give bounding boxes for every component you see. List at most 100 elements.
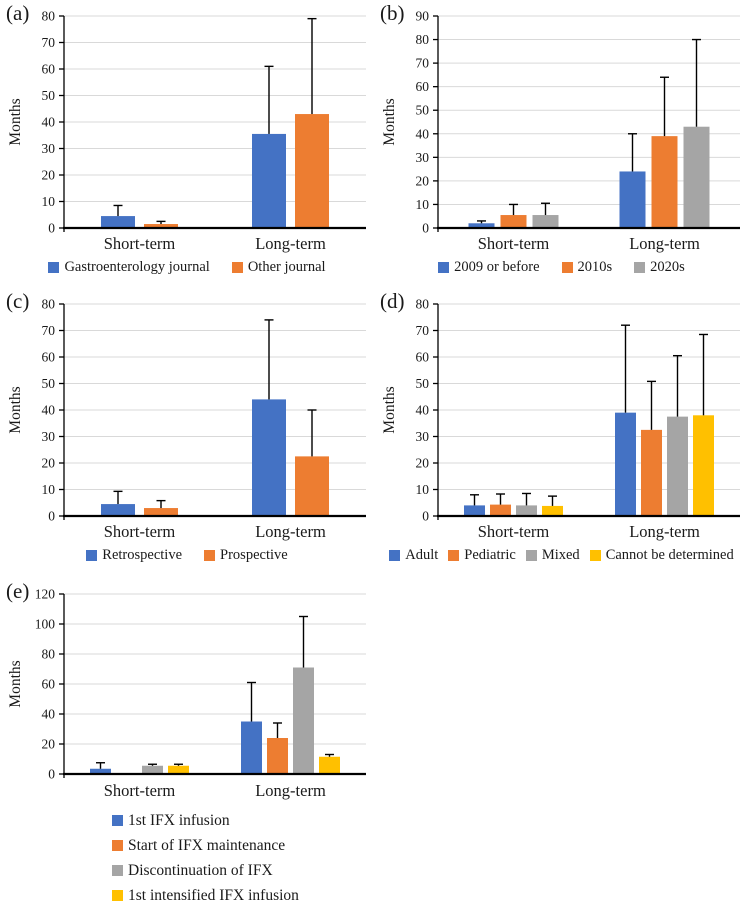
bar: [693, 415, 714, 516]
chart-svg: 0 10 20 30 40 50 60 70 80 90 Months Short-term Long-…: [381, 9, 740, 253]
y-tick-label: 40: [42, 707, 56, 722]
legend-label: Pediatric: [464, 547, 516, 563]
legend-item: Start of IFX maintenance: [112, 836, 285, 855]
x-category-label: Short-term: [104, 781, 176, 800]
legend: 1st IFX infusion Start of IFX maintenance…: [112, 811, 374, 903]
y-tick-label: 40: [416, 126, 430, 141]
x-category-label: Long-term: [255, 781, 326, 800]
y-tick-label: 60: [42, 62, 56, 77]
y-tick-label: 70: [416, 323, 430, 338]
y-tick-label: 10: [416, 197, 430, 212]
y-tick-label: 80: [42, 647, 56, 662]
legend-swatch: [389, 550, 401, 561]
legend-label: 2020s: [650, 259, 685, 275]
legend-swatch: [231, 262, 243, 273]
bar: [490, 504, 511, 516]
legend: 2009 or before 2010s 2020s: [374, 258, 749, 277]
x-category-label: Short-term: [478, 234, 550, 253]
chart-svg: 0 10 20 30 40 50 60 70 80 Months Short-term Long-te…: [7, 9, 366, 253]
legend-item: Mixed: [525, 546, 580, 565]
legend-swatch: [634, 262, 646, 273]
legend-label: Adult: [405, 547, 439, 563]
y-tick-label: 80: [42, 297, 56, 312]
y-tick-label: 60: [42, 677, 56, 692]
y-tick-label: 20: [42, 737, 56, 752]
y-tick-label: 30: [416, 150, 430, 165]
legend-label: Start of IFX maintenance: [128, 837, 286, 854]
panel-c: (c) 0 10 20 30 40 50 60 70 80 Months Short-term Lon…: [0, 288, 374, 578]
y-axis-title: Months: [7, 386, 24, 433]
legend-label: Retrospective: [102, 547, 183, 563]
y-tick-label: 20: [42, 168, 56, 183]
chart-svg: 0 10 20 30 40 50 60 70 80 Months Short-term Long-te…: [381, 297, 740, 541]
legend-item: Prospective: [204, 546, 288, 565]
legend-swatch: [525, 550, 537, 561]
y-tick-label: 10: [416, 482, 430, 497]
bar: [295, 114, 329, 228]
bar: [319, 756, 340, 774]
y-tick-label: 20: [42, 456, 56, 471]
legend-label: 2009 or before: [454, 259, 540, 275]
y-tick-label: 0: [422, 509, 429, 524]
legend-label: 1st intensified IFX infusion: [128, 887, 299, 903]
y-tick-label: 40: [42, 403, 56, 418]
y-tick-label: 50: [416, 376, 430, 391]
y-axis-title: Months: [381, 386, 398, 433]
y-tick-label: 90: [416, 9, 430, 24]
bar: [468, 223, 495, 228]
y-tick-label: 60: [416, 350, 430, 365]
bar: [241, 721, 262, 774]
y-tick-label: 0: [422, 221, 429, 236]
x-category-label: Long-term: [255, 234, 326, 253]
x-category-label: Short-term: [104, 522, 176, 541]
bar: [90, 768, 111, 774]
y-tick-label: 50: [42, 88, 56, 103]
legend-swatch: [112, 815, 123, 826]
legend-item: Gastroenterology journal: [48, 258, 210, 277]
panel-label: (e): [6, 579, 30, 603]
legend-swatch: [112, 840, 123, 851]
legend-label: 1st IFX infusion: [128, 812, 230, 829]
legend-item: 1st IFX infusion: [112, 811, 230, 830]
legend-label: Gastroenterology journal: [64, 259, 210, 275]
panel-e: (e) 0 20 40 60 80 100 120 Months Short-term Long-…: [0, 578, 374, 903]
bar: [252, 399, 286, 516]
y-tick-label: 0: [48, 221, 55, 236]
legend-swatch: [86, 550, 98, 561]
legend: Retrospective Prospective: [0, 546, 374, 565]
legend-item: Adult: [389, 546, 438, 565]
legend-label: Cannot be determined: [605, 547, 734, 563]
bar: [500, 215, 527, 228]
chart-svg: 0 10 20 30 40 50 60 70 80 Months Short-term Long-te…: [7, 297, 366, 541]
legend-label: 2010s: [577, 259, 613, 275]
legend-item: 2009 or before: [438, 258, 540, 277]
y-tick-label: 80: [416, 297, 430, 312]
bar: [516, 505, 537, 516]
panel-label: (a): [6, 1, 30, 25]
legend-label: Mixed: [541, 547, 580, 563]
y-tick-label: 120: [35, 587, 56, 602]
bar: [619, 171, 646, 228]
panel-label: (c): [6, 289, 30, 313]
legend-label: Other journal: [247, 259, 326, 275]
y-tick-label: 30: [42, 141, 56, 156]
legend-item: 2020s: [634, 258, 685, 277]
y-tick-label: 20: [416, 456, 430, 471]
y-tick-label: 80: [42, 9, 56, 24]
legend-swatch: [589, 550, 601, 561]
y-tick-label: 30: [416, 429, 430, 444]
chart-svg: 0 20 40 60 80 100 120 Months Short-term Long-term: [7, 587, 366, 800]
legend-swatch: [438, 262, 450, 273]
legend-item: Pediatric: [448, 546, 516, 565]
legend: Gastroenterology journal Other journal: [0, 258, 374, 277]
bar: [168, 765, 189, 774]
y-tick-label: 80: [416, 32, 430, 47]
legend-item: Discontinuation of IFX: [112, 861, 273, 880]
y-tick-label: 50: [416, 103, 430, 118]
bar: [101, 504, 135, 516]
bar: [641, 429, 662, 516]
y-tick-label: 40: [42, 115, 56, 130]
y-tick-label: 50: [42, 376, 56, 391]
y-tick-label: 10: [42, 194, 56, 209]
